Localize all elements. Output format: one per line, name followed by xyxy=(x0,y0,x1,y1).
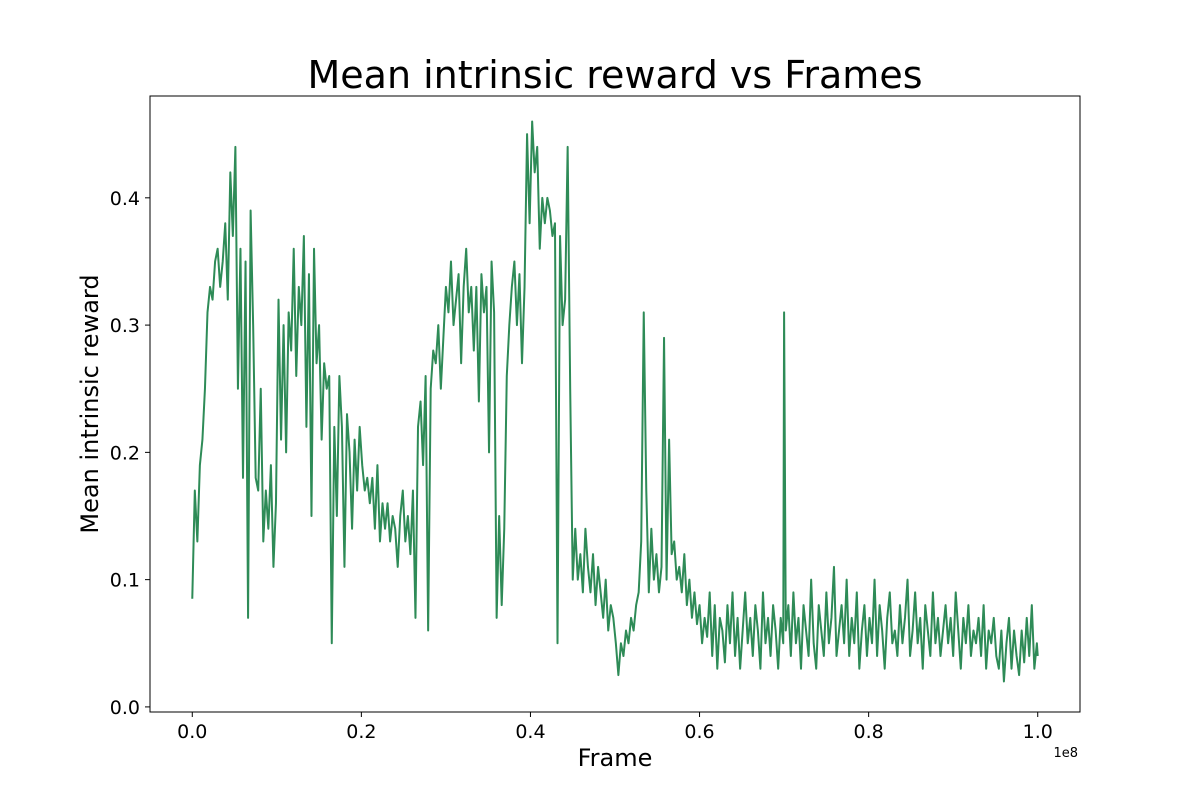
plot-area xyxy=(149,95,1081,713)
y-tick-label: 0.0 xyxy=(110,697,140,719)
chart-title: Mean intrinsic reward vs Frames xyxy=(308,53,923,97)
x-tick-label: 0.6 xyxy=(684,721,714,743)
y-tick-label: 0.1 xyxy=(110,570,140,592)
x-axis-ticks: 0.0 0.2 0.4 0.6 0.8 1.0 xyxy=(177,712,1053,743)
x-axis-offset-label: 1e8 xyxy=(1053,746,1078,761)
y-tick-label: 0.4 xyxy=(110,188,140,210)
y-tick-label: 0.3 xyxy=(110,315,140,337)
x-axis-label: Frame xyxy=(578,744,653,772)
x-tick-label: 0.0 xyxy=(177,721,207,743)
series-line xyxy=(191,120,1039,683)
axes-frame xyxy=(149,95,1081,713)
x-tick-label: 1.0 xyxy=(1023,721,1053,743)
y-axis-ticks: 0.0 0.1 0.2 0.3 0.4 xyxy=(110,188,150,719)
y-tick-label: 0.2 xyxy=(110,442,140,464)
y-axis-label: Mean intrinsic reward xyxy=(76,274,104,533)
x-tick-label: 0.8 xyxy=(854,721,884,743)
x-tick-label: 0.4 xyxy=(515,721,545,743)
x-tick-label: 0.2 xyxy=(346,721,376,743)
